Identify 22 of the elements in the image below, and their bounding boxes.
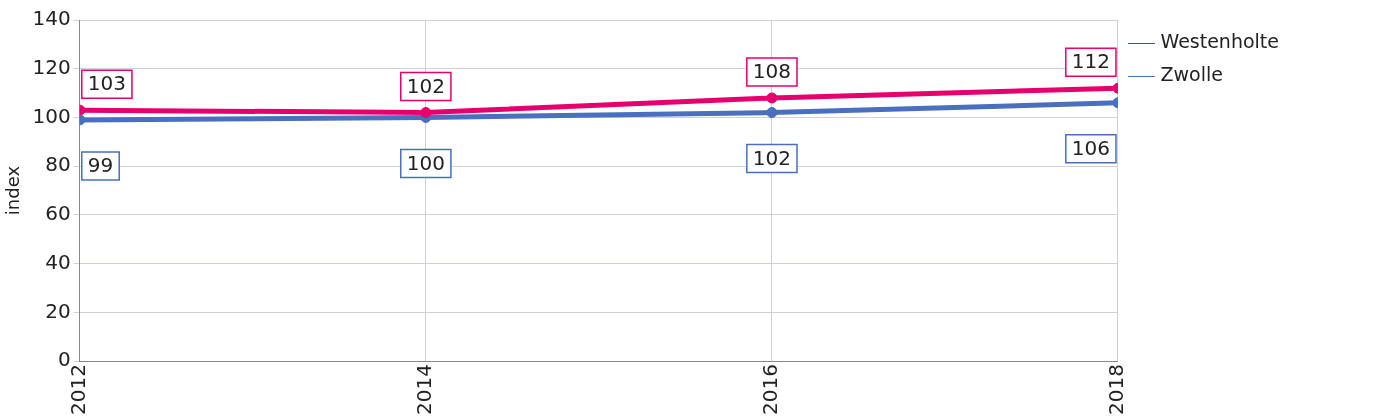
y-tick-label: 140 (32, 6, 71, 31)
data-label: 102 (752, 145, 791, 170)
y-tick-label: 40 (45, 249, 71, 274)
x-tick-label: 2016 (758, 364, 783, 416)
legend-label: Zwolle (1160, 63, 1223, 86)
data-label: 99 (87, 153, 114, 178)
x-tick-label: 2014 (412, 364, 437, 416)
data-label: 112 (1071, 49, 1110, 74)
data-label: 106 (1071, 136, 1110, 161)
legend-label: Westenholte (1160, 30, 1279, 53)
y-tick-label: 0 (58, 347, 71, 372)
data-label: 108 (752, 59, 791, 84)
y-tick-label: 120 (32, 54, 71, 79)
data-label: 102 (406, 73, 445, 98)
y-tick-label: 100 (32, 103, 71, 128)
y-axis-title: index (2, 165, 24, 216)
x-tick-label: 2018 (1104, 364, 1129, 416)
y-tick-label: 20 (45, 298, 71, 323)
data-label: 100 (406, 150, 445, 175)
y-tick-label: 80 (45, 152, 71, 177)
y-tick-label: 60 (45, 201, 71, 226)
data-label: 103 (87, 71, 126, 96)
